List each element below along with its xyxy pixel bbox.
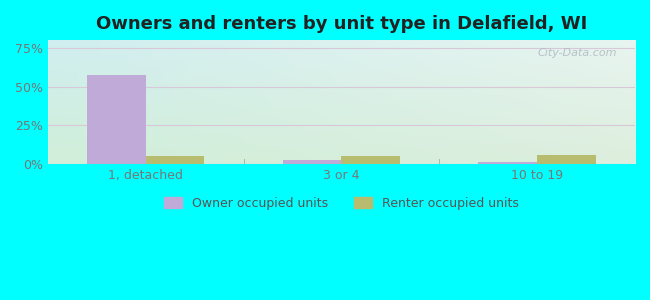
Bar	[283, 160, 341, 164]
Bar	[146, 157, 205, 164]
Bar	[341, 156, 400, 164]
Bar	[478, 162, 537, 164]
Bar	[537, 154, 596, 164]
Legend: Owner occupied units, Renter occupied units: Owner occupied units, Renter occupied un…	[164, 197, 519, 210]
Text: City-Data.com: City-Data.com	[538, 48, 617, 58]
Bar	[87, 75, 146, 164]
Title: Owners and renters by unit type in Delafield, WI: Owners and renters by unit type in Delaf…	[96, 15, 587, 33]
